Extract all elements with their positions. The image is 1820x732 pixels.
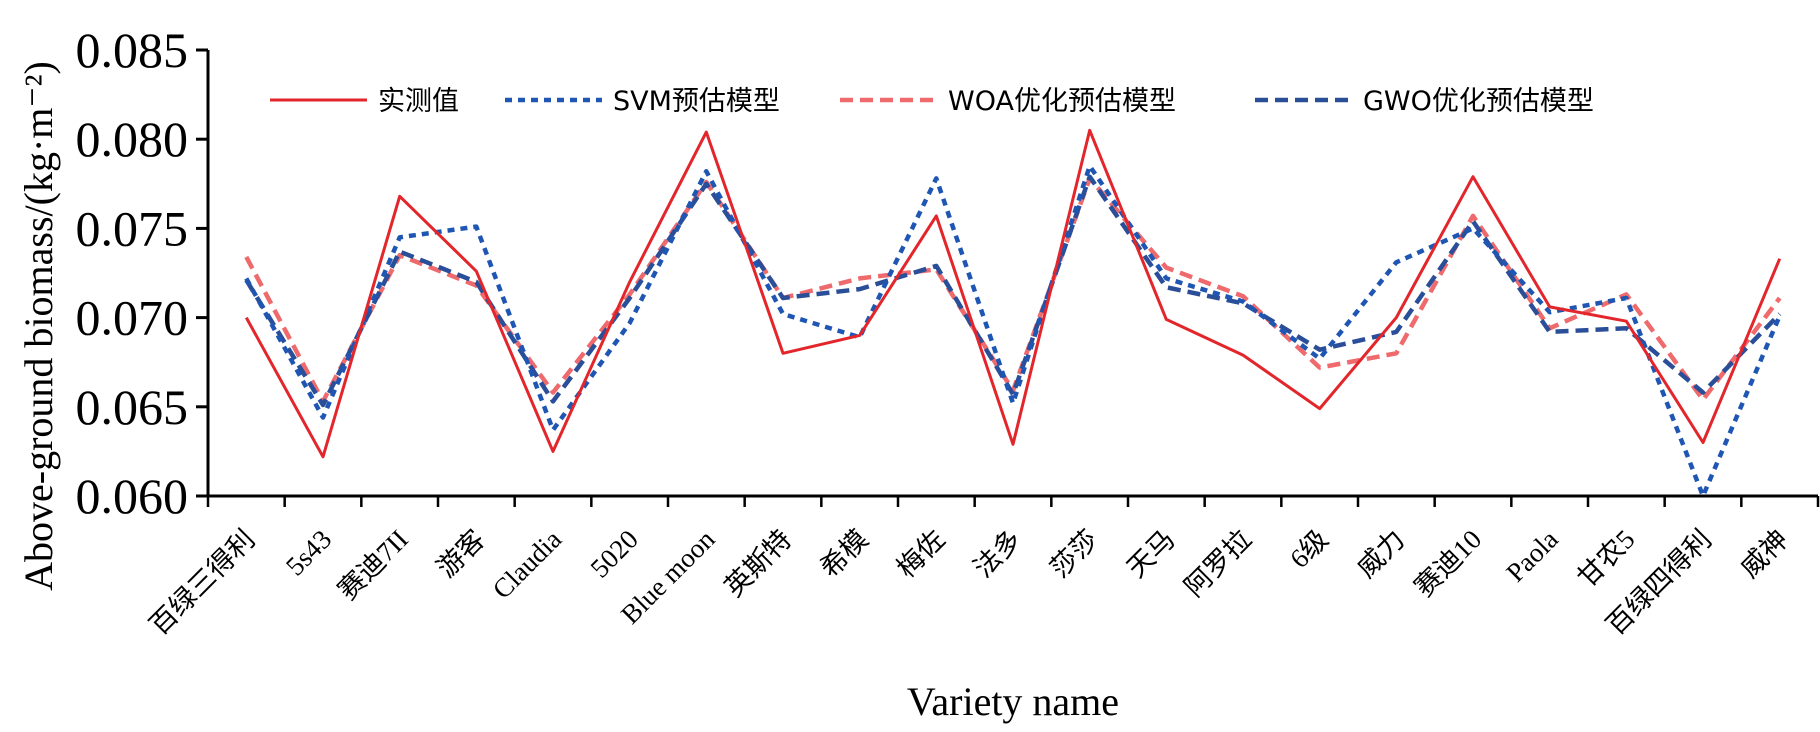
x-tick-label: 5s43 — [280, 524, 337, 581]
x-tick-label: 天马 — [1121, 524, 1180, 583]
y-tick-label: 0.070 — [76, 290, 189, 346]
series-line-2 — [244, 163, 1782, 499]
x-tick-label: 游客 — [431, 524, 490, 583]
y-tick-label: 0.075 — [76, 200, 189, 256]
x-tick-label: 赛迪7II — [332, 524, 414, 606]
legend: 实测值 SVM预估模型 WOA优化预估模型 GWO优化预估模型 — [270, 86, 1594, 117]
x-tick-label: 威力 — [1351, 524, 1410, 583]
y-axis-title: Above-ground biomass/(kg·m⁻²) — [16, 61, 61, 591]
x-tick-label: 6级 — [1284, 524, 1334, 574]
legend-label: GWO优化预估模型 — [1363, 86, 1594, 117]
legend-label: 实测值 — [378, 86, 459, 117]
x-tick-label: 威神 — [1735, 524, 1794, 583]
x-tick-label: Paola — [1500, 524, 1564, 588]
y-tick-label: 0.085 — [76, 22, 189, 78]
series-line-3 — [244, 176, 1782, 404]
y-tick-label: 0.080 — [76, 111, 189, 167]
x-tick-label: 百绿三得利 — [144, 524, 261, 641]
x-tick-label: 赛迪10 — [1409, 524, 1487, 602]
y-tick-label: 0.060 — [76, 468, 189, 524]
x-tick-label: 英斯特 — [719, 524, 797, 602]
x-tick-label: 莎莎 — [1045, 524, 1104, 583]
x-tick-label: 甘农5 — [1572, 524, 1641, 593]
legend-item-3: WOA优化预估模型 — [840, 86, 1176, 117]
x-tick-label: 梅佐 — [891, 524, 950, 583]
legend-item-4: GWO优化预估模型 — [1255, 86, 1594, 117]
x-tick-label: 5020 — [585, 524, 644, 583]
x-tick-label: 希模 — [815, 524, 874, 583]
x-tick-label: Claudia — [487, 524, 568, 605]
legend-label: SVM预估模型 — [613, 86, 780, 117]
legend-item-1: 实测值 — [270, 86, 459, 117]
series-line-4 — [244, 174, 1782, 408]
legend-label: WOA优化预估模型 — [948, 86, 1176, 117]
series-layer — [244, 128, 1782, 499]
y-tick-label: 0.065 — [76, 379, 189, 435]
x-tick-label: 法多 — [968, 524, 1027, 583]
series-line-1 — [244, 128, 1782, 459]
legend-item-2: SVM预估模型 — [505, 86, 780, 117]
x-axis-title: Variety name — [907, 679, 1119, 724]
x-tick-label: 阿罗拉 — [1179, 524, 1257, 602]
